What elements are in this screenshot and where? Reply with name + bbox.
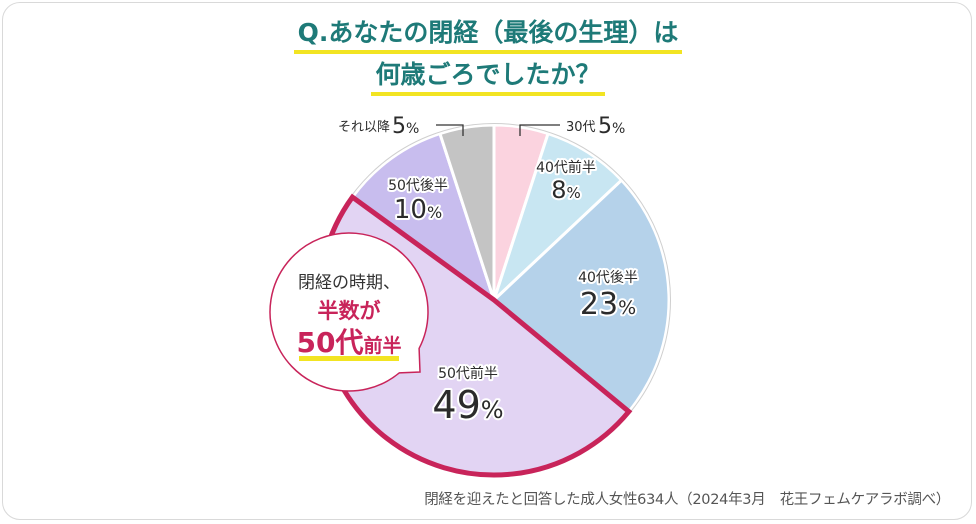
slice-value-1-number: 8: [551, 176, 566, 204]
slice-label-0: 30代: [566, 120, 596, 135]
slice-value-4: 10%: [394, 195, 442, 225]
callout-bubble: 閉経の時期、 半数が 50代前半: [269, 232, 429, 392]
slice-label-2: 40代後半: [578, 270, 638, 286]
title-line-1: Q.あなたの閉経（最後の生理）は: [0, 18, 976, 54]
pie-slice-5: [438, 123, 496, 301]
title-text-1: Q.あなたの閉経（最後の生理）は: [293, 18, 683, 54]
slice-value-2: 23%: [580, 287, 636, 322]
slice-value-3-number: 49: [432, 383, 480, 427]
slice-value-5-unit: %: [406, 121, 419, 137]
slice-value-5: 5%: [392, 114, 419, 139]
pie-slice-2: [491, 178, 671, 414]
slice-value-0-number: 5: [598, 114, 612, 139]
callout-underline: [299, 356, 399, 361]
callout-bubble-shape: [269, 232, 429, 392]
slice-value-0: 5%: [598, 114, 625, 139]
slice-label-1: 40代前半: [536, 159, 596, 176]
slice-value-3-unit: %: [481, 396, 504, 424]
slice-value-1: 8%: [551, 176, 581, 204]
pie-slices: [317, 123, 671, 477]
slice-label-5: それ以降: [338, 120, 390, 135]
slice-value-1-unit: %: [567, 184, 581, 202]
slice-value-4-unit: %: [427, 203, 442, 222]
slice-label-3: 50代前半: [438, 365, 498, 382]
slice-value-2-number: 23: [580, 287, 618, 322]
slice-value-3: 49%: [432, 383, 503, 427]
leader-line-0: [519, 124, 560, 136]
title-line-2: 何歳ごろでしたか？: [0, 60, 976, 96]
callout-line-1: 閉経の時期、: [298, 273, 400, 293]
callout-line-2: 半数が: [318, 299, 381, 323]
slice-value-0-unit: %: [612, 121, 625, 137]
footnote: 閉経を迎えたと回答した成人女性634人（2024年3月 花王フェムケアラボ調べ）: [424, 492, 950, 508]
slice-label-4: 50代後半: [388, 178, 448, 194]
leader-line-5: [436, 124, 464, 136]
slice-value-4-number: 10: [394, 195, 427, 225]
pie-slice-4: [350, 131, 497, 304]
callout-line-3-small: 前半: [363, 334, 401, 357]
callout-line-3-big: 50代: [297, 326, 364, 359]
slice-value-2-unit: %: [618, 297, 636, 319]
callout-line-3: 50代前半: [297, 326, 402, 359]
slice-value-5-number: 5: [392, 114, 406, 139]
title-text-2: 何歳ごろでしたか？: [371, 60, 605, 96]
